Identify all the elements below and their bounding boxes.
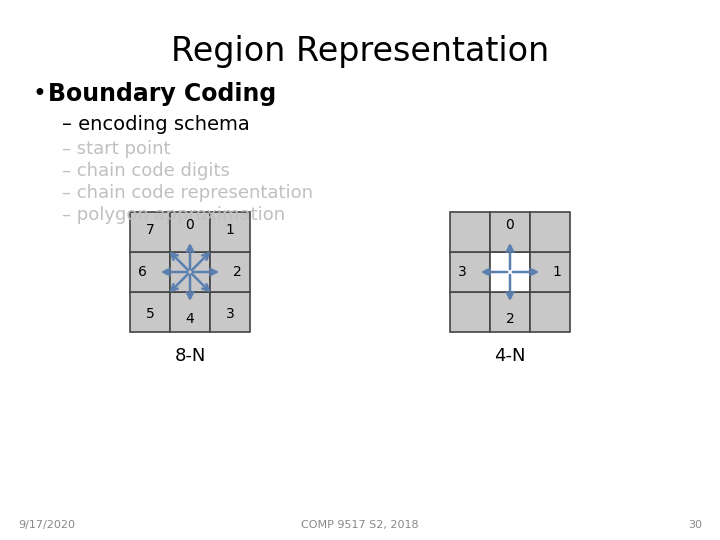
Text: 0: 0 (186, 218, 194, 232)
Bar (210, 252, 250, 292)
Bar (130, 252, 170, 292)
Text: 2: 2 (233, 265, 242, 279)
Text: – start point: – start point (62, 140, 171, 158)
Bar (530, 252, 570, 292)
Text: 3: 3 (225, 307, 235, 321)
Bar (170, 292, 210, 332)
Bar (130, 212, 170, 252)
Bar (530, 212, 570, 252)
Bar (490, 252, 530, 292)
Bar (450, 212, 490, 252)
Text: Boundary Coding: Boundary Coding (48, 82, 276, 106)
Text: 1: 1 (553, 265, 562, 279)
Text: 4: 4 (186, 312, 194, 326)
Text: 9/17/2020: 9/17/2020 (18, 520, 75, 530)
Text: •: • (32, 82, 46, 106)
Bar (210, 212, 250, 252)
Text: 1: 1 (225, 223, 235, 237)
Bar (450, 292, 490, 332)
Text: 3: 3 (459, 265, 467, 279)
Text: 8-N: 8-N (174, 347, 206, 365)
Text: – encoding schema: – encoding schema (62, 115, 250, 134)
Text: 5: 5 (145, 307, 154, 321)
Bar (170, 252, 210, 292)
Text: 6: 6 (138, 265, 147, 279)
Text: 2: 2 (505, 312, 514, 326)
Text: Region Representation: Region Representation (171, 35, 549, 68)
Text: COMP 9517 S2, 2018: COMP 9517 S2, 2018 (301, 520, 419, 530)
Text: – polygon approximation: – polygon approximation (62, 206, 285, 224)
Bar (490, 212, 530, 252)
Text: – chain code representation: – chain code representation (62, 184, 313, 202)
Bar (490, 292, 530, 332)
Bar (130, 292, 170, 332)
Bar (530, 292, 570, 332)
Bar (170, 212, 210, 252)
Bar (210, 292, 250, 332)
Text: 7: 7 (145, 223, 154, 237)
Text: 30: 30 (688, 520, 702, 530)
Bar (450, 252, 490, 292)
Text: 4-N: 4-N (494, 347, 526, 365)
Text: – chain code digits: – chain code digits (62, 162, 230, 180)
Text: 0: 0 (505, 218, 514, 232)
